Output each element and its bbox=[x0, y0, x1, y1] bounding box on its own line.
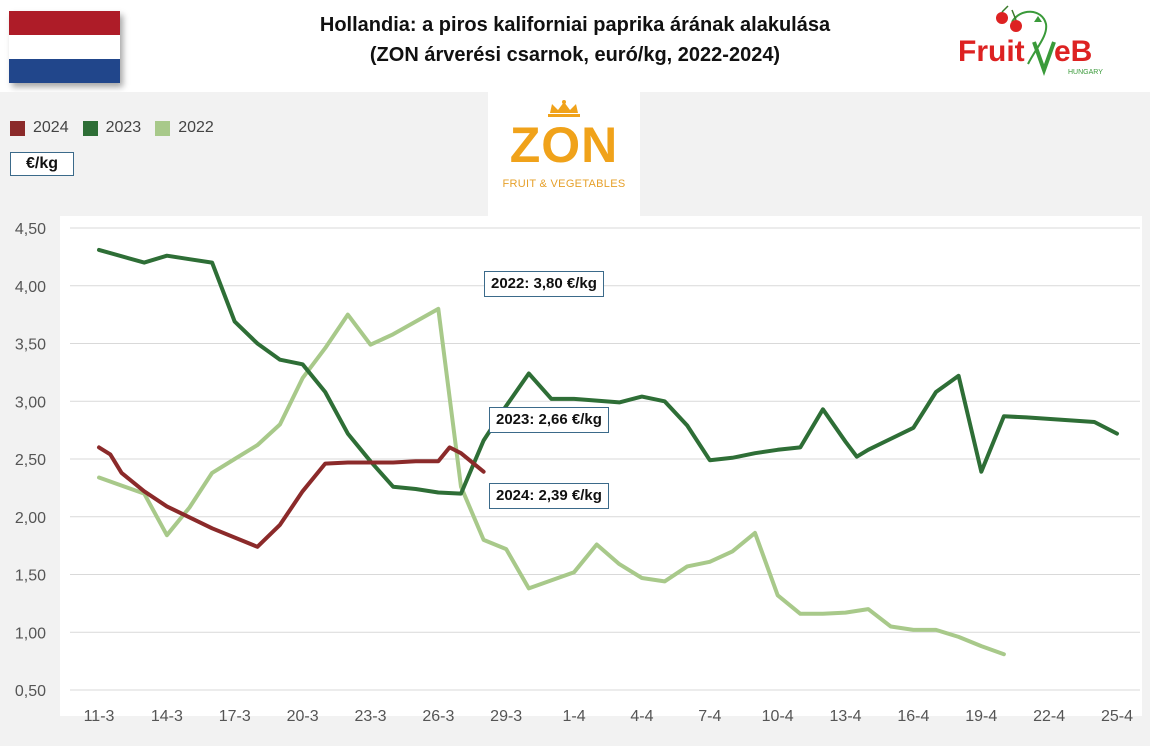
x-tick-label: 16-4 bbox=[897, 708, 929, 725]
legend-swatch-2023 bbox=[82, 120, 98, 136]
y-tick-label: 2,00 bbox=[15, 510, 46, 527]
series-line-2024 bbox=[97, 445, 486, 549]
netherlands-flag bbox=[9, 11, 120, 83]
logo-text-fruit: Fruit bbox=[958, 35, 1025, 68]
x-tick-label: 17-3 bbox=[219, 708, 251, 725]
x-tick-label: 14-3 bbox=[151, 708, 183, 725]
legend-swatch-2024 bbox=[10, 120, 25, 136]
zon-logo-subtitle: FRUIT & VEGETABLES bbox=[502, 178, 626, 190]
logo-text-hungary: HUNGARY bbox=[1068, 69, 1103, 76]
y-tick-label: 1,00 bbox=[15, 625, 46, 642]
x-tick-label: 19-4 bbox=[965, 708, 997, 725]
legend-swatch-2022 bbox=[155, 120, 171, 136]
legend-label-2023: 2023 bbox=[105, 119, 142, 136]
y-tick-label: 1,50 bbox=[15, 568, 46, 585]
y-tick-label: 4,50 bbox=[15, 221, 46, 238]
flag-stripe-red bbox=[9, 11, 120, 35]
legend-label-2024: 2024 bbox=[33, 119, 69, 136]
x-tick-label: 25-4 bbox=[1101, 708, 1133, 725]
y-tick-label: 4,00 bbox=[15, 279, 46, 296]
series-line-2022 bbox=[97, 306, 1006, 657]
x-tick-label: 29-3 bbox=[490, 708, 522, 725]
flag-stripe-blue bbox=[9, 59, 120, 83]
flag-stripe-white bbox=[9, 35, 120, 59]
crown-icon bbox=[548, 100, 580, 117]
x-tick-label: 4-4 bbox=[630, 708, 653, 725]
x-tick-label: 23-3 bbox=[354, 708, 386, 725]
zon-logo: ZON FRUIT & VEGETABLES bbox=[488, 92, 640, 216]
x-tick-label: 26-3 bbox=[422, 708, 454, 725]
legend-item-2024: 2024 bbox=[10, 119, 69, 137]
x-tick-label: 7-4 bbox=[698, 708, 721, 725]
logo-text-eb: eB bbox=[1054, 35, 1092, 68]
title-line-2: (ZON árverési csarnok, euró/kg, 2022-202… bbox=[369, 44, 781, 66]
fruitveb-logo: Fruit eB HUNGARY bbox=[950, 4, 1110, 84]
legend-item-2023: 2023 bbox=[82, 119, 142, 137]
y-tick-label: 2,50 bbox=[15, 452, 46, 469]
zon-logo-word: ZON bbox=[509, 117, 619, 173]
y-tick-label: 3,50 bbox=[15, 337, 46, 354]
unit-label: €/kg bbox=[10, 152, 74, 176]
x-tick-label: 10-4 bbox=[762, 708, 794, 725]
legend-label-2022: 2022 bbox=[178, 119, 214, 136]
legend-item-2022: 2022 bbox=[155, 119, 214, 137]
x-tick-label: 22-4 bbox=[1033, 708, 1065, 725]
x-tick-label: 13-4 bbox=[830, 708, 862, 725]
chart-title: Hollandia: a piros kaliforniai paprika á… bbox=[160, 10, 990, 70]
callout-2023: 2023: 2,66 €/kg bbox=[489, 407, 609, 433]
x-tick-label: 1-4 bbox=[563, 708, 586, 725]
x-tick-label: 20-3 bbox=[287, 708, 319, 725]
callout-2022: 2022: 3,80 €/kg bbox=[484, 271, 604, 297]
y-tick-label: 0,50 bbox=[15, 683, 46, 700]
callout-2024: 2024: 2,39 €/kg bbox=[489, 483, 609, 509]
series-line-2023 bbox=[97, 247, 1119, 496]
title-line-1: Hollandia: a piros kaliforniai paprika á… bbox=[319, 14, 831, 36]
x-tick-label: 11-3 bbox=[84, 708, 115, 725]
y-tick-label: 3,00 bbox=[15, 394, 46, 411]
legend: 2024 2023 2022 bbox=[10, 118, 214, 138]
